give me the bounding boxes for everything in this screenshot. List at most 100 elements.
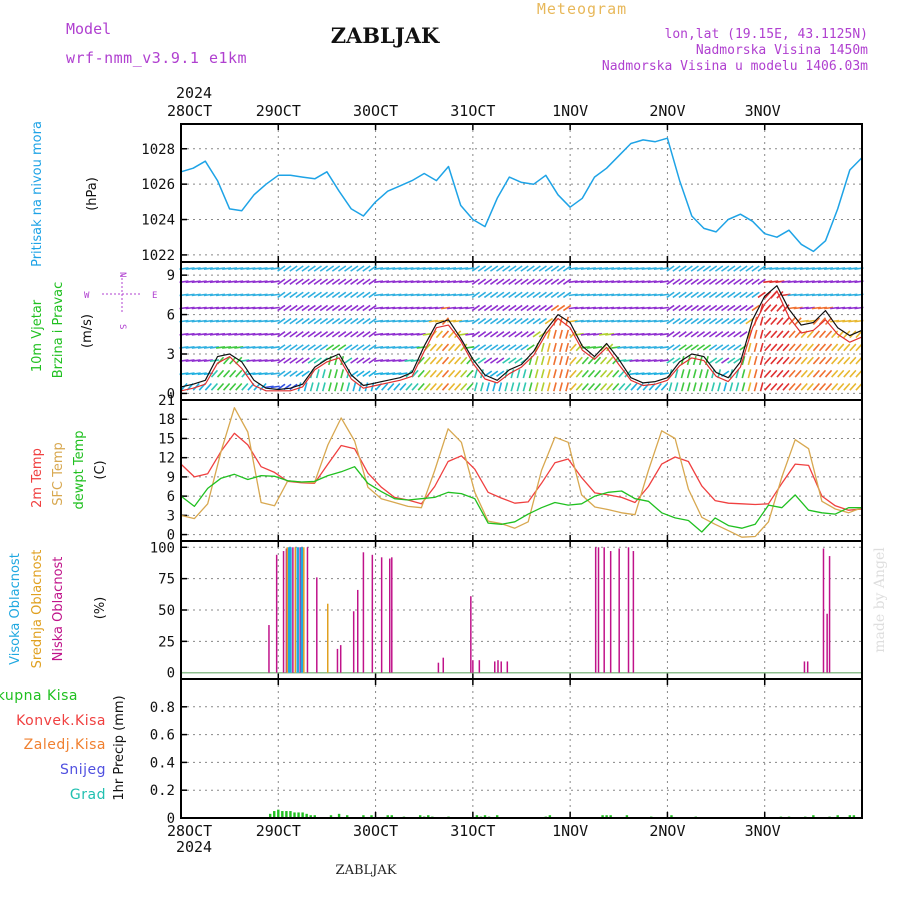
wind-barb <box>283 357 292 364</box>
wind-barb <box>811 267 821 270</box>
wind-barb <box>434 293 444 297</box>
wind-barb <box>641 280 651 284</box>
wind-barb <box>733 317 742 325</box>
wind-barb <box>471 317 481 325</box>
wind-barb <box>781 267 791 270</box>
wind-barb <box>283 291 292 299</box>
wind-barb <box>410 293 420 297</box>
wind-barb <box>708 344 718 351</box>
wind-barb <box>599 356 608 365</box>
wind-barb <box>837 330 845 339</box>
wind-barb <box>229 369 237 378</box>
wind-barb <box>659 332 669 336</box>
wind-barb <box>587 382 596 391</box>
wind-barb <box>191 306 201 310</box>
footer-title: ZABLJAK <box>336 863 397 878</box>
wind-barb <box>313 317 322 325</box>
wind-barb <box>203 306 213 310</box>
wind-barb <box>546 342 551 352</box>
y-tick-label: 0.4 <box>150 755 175 771</box>
wind-barb <box>356 370 365 377</box>
wind-barb <box>392 319 402 323</box>
wind-barb <box>788 382 796 391</box>
wind-barb <box>502 304 511 312</box>
wind-barb <box>569 343 577 352</box>
wind-barb <box>770 304 778 312</box>
wind-barb <box>374 293 384 297</box>
wind-barb <box>508 344 517 351</box>
wind-barb <box>714 357 724 364</box>
wind-barb <box>641 267 651 270</box>
wind-barb <box>672 278 681 285</box>
wind-barb <box>386 280 396 284</box>
wind-barb <box>568 267 578 270</box>
wind-barb <box>410 346 420 349</box>
date-tick-bottom: 1NOV <box>552 822 588 840</box>
wind-barb <box>770 317 778 326</box>
wind-barb <box>741 369 746 379</box>
wind-barb <box>739 331 748 338</box>
wind-barb <box>782 382 790 391</box>
wind-barb <box>686 382 691 392</box>
wind-barb <box>337 304 347 312</box>
wind-barb <box>817 306 828 310</box>
wind-barb <box>690 344 699 351</box>
wind-barb <box>362 357 371 364</box>
wind-barb <box>185 346 195 349</box>
wind-barb <box>514 317 523 325</box>
wind-barb <box>264 306 274 310</box>
wind-barb <box>350 304 359 312</box>
wind-barb <box>659 280 669 284</box>
wind-barb <box>623 280 633 284</box>
wind-barb <box>606 382 614 391</box>
wind-barb <box>818 382 827 391</box>
wind-barb <box>574 319 584 323</box>
wind-barb <box>252 280 262 284</box>
wind-barb <box>698 369 703 379</box>
wind-barb <box>672 291 681 299</box>
wind-barb <box>508 331 517 338</box>
wind-barb <box>770 356 778 365</box>
wind-barb <box>416 332 426 336</box>
wind-barb <box>295 370 304 377</box>
wind-barb <box>824 317 833 326</box>
wind-barb <box>502 331 511 338</box>
wind-barb <box>386 372 396 376</box>
wind-barb <box>185 306 195 310</box>
y-tick-label: 0 <box>167 386 175 402</box>
precip-bar <box>345 815 349 818</box>
wind-barb <box>593 382 602 391</box>
wind-barb <box>592 280 603 284</box>
wind-barb <box>612 369 620 378</box>
wind-barb <box>668 382 673 392</box>
wind-barb <box>776 317 784 326</box>
wind-barb <box>617 332 627 336</box>
wind-barb <box>569 356 577 365</box>
wind-barb <box>252 293 262 297</box>
wind-barb <box>295 265 304 272</box>
wind-barb <box>328 382 332 392</box>
wind-barb <box>849 369 857 378</box>
wind-barb <box>398 359 408 362</box>
wind-barb <box>356 317 365 325</box>
wind-barb <box>496 304 505 312</box>
wind-barb <box>653 346 663 349</box>
wind-barb <box>522 369 527 379</box>
temp2m-axis-label: 2m Temp <box>30 448 45 508</box>
wind-barb <box>480 382 484 392</box>
wind-barb <box>794 382 802 391</box>
wind-barb <box>538 317 547 325</box>
wind-barb <box>522 382 527 392</box>
wind-barb <box>325 344 335 351</box>
wind-barb <box>666 317 675 325</box>
wind-barb <box>489 357 499 364</box>
wind-barb <box>477 331 487 338</box>
wind-barb <box>757 265 766 272</box>
wind-barb <box>674 382 679 392</box>
wind-barb <box>599 306 609 310</box>
wind-barb <box>215 346 226 349</box>
wind-barb <box>553 329 557 339</box>
wind-barb <box>331 317 341 325</box>
wind-barb <box>502 317 511 325</box>
sfc-axis-label: SFC Temp <box>51 442 66 506</box>
